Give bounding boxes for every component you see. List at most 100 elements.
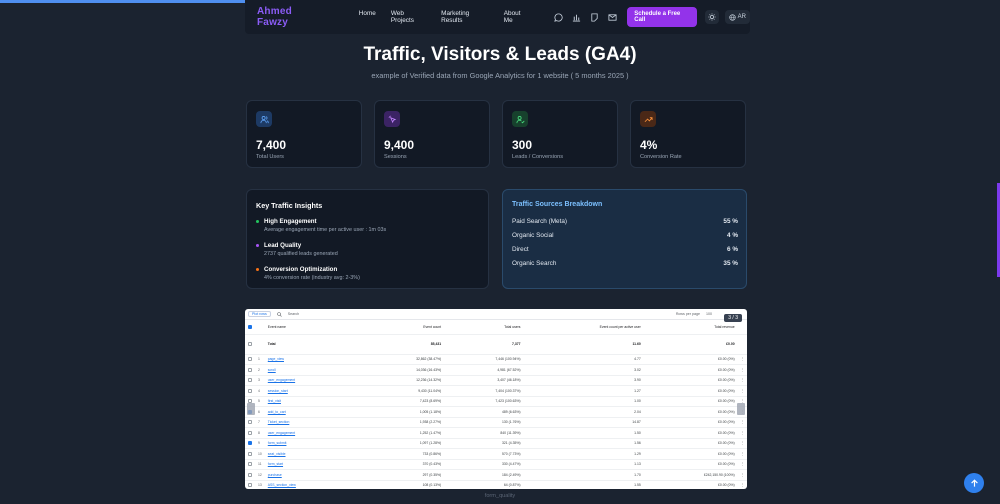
- source-name: Direct: [512, 246, 529, 253]
- stat-value: 7,400: [256, 138, 287, 152]
- source-row: Organic Social 4 %: [512, 232, 738, 239]
- column-header: Event count: [364, 320, 445, 335]
- stat-label: Conversion Rate: [640, 154, 682, 160]
- select-all-checkbox: [248, 324, 252, 329]
- search-placeholder: Search: [287, 312, 300, 316]
- nav-link-web-projects[interactable]: Web Projects: [390, 10, 414, 24]
- row-index: 9: [255, 438, 265, 449]
- source-name: Paid Search (Meta): [512, 218, 568, 225]
- total-value: 85,431: [364, 334, 445, 355]
- event-name-link: Ticket_section: [267, 420, 290, 425]
- source-row: Paid Search (Meta) 55 %: [512, 218, 738, 225]
- table-row: 9 form_submit 1,097 (1.28%) 321 (4.35%) 1.56…: [245, 438, 747, 449]
- gallery-next-button[interactable]: [737, 403, 745, 415]
- row-menu-icon: ⋮: [737, 375, 747, 386]
- cell-value: 1,252 (1.47%): [364, 427, 445, 439]
- cell-value: 3.90: [523, 375, 644, 386]
- table-row: 2 scroll 14,036 (16.43%) 4,981 (67.52%) 3.02…: [245, 364, 747, 376]
- insight-desc: Average engagement time per active user …: [264, 227, 387, 233]
- event-name-link: scroll: [267, 367, 276, 372]
- row-checkbox: [248, 441, 252, 446]
- table-row: 1 page_view 32,862 (38.47%) 7,446 (100.94%)…: [245, 354, 747, 365]
- row-index: 6: [255, 406, 265, 418]
- insight-title: Lead Quality: [264, 242, 302, 249]
- rows-per-page-value: 100: [706, 312, 712, 316]
- cell-value: 1,097 (1.28%): [364, 438, 445, 449]
- table-header-row: Event name Event count Total users Event…: [245, 320, 747, 335]
- page-title: Traffic, Visitors & Leads (GA4): [363, 44, 637, 65]
- table-total-row: Total 85,431 7,377 11.60 £0.00: [245, 334, 747, 355]
- cell-value: 9,430 (11.04%): [364, 385, 445, 397]
- chart-icon[interactable]: [571, 12, 581, 22]
- traffic-insights-panel: Key Traffic Insights High Engagement Ave…: [246, 189, 489, 289]
- cursor-click-icon: [384, 111, 400, 127]
- cell-value: £0.00 (0%): [643, 406, 738, 418]
- whatsapp-icon[interactable]: [553, 12, 563, 22]
- page-scrollbar[interactable]: [997, 183, 1000, 277]
- table-row: 11 form_start 370 (0.43%) 330 (4.47%) 1.13 £0…: [245, 459, 747, 470]
- cell-value: 1.55: [523, 480, 644, 489]
- cell-value: £0.00 (0%): [643, 438, 738, 449]
- row-index: 4: [255, 385, 265, 397]
- cell-value: 7,423 (100.63%): [444, 396, 524, 407]
- schedule-call-button[interactable]: Schedule a Free Call: [627, 7, 698, 27]
- total-value: £0.00: [643, 334, 738, 355]
- cell-value: 733 (0.86%): [364, 448, 445, 460]
- mail-icon[interactable]: [607, 12, 617, 22]
- cell-value: 32,862 (38.47%): [364, 354, 445, 365]
- cell-value: 64 (0.87%): [444, 480, 524, 489]
- nav-link-about-me[interactable]: About Me: [503, 10, 521, 24]
- cell-value: 12,236 (14.32%): [364, 375, 445, 386]
- row-index: 12: [255, 469, 265, 481]
- total-label: Total: [264, 334, 365, 355]
- table-row: 7 Ticket_section 1,938 (2.27%) 130 (1.76%) 1…: [245, 417, 747, 428]
- row-menu-icon: ⋮: [737, 354, 747, 365]
- gallery-prev-button[interactable]: [247, 403, 255, 415]
- column-header: Event name: [264, 320, 365, 335]
- cell-value: 1.56: [523, 438, 644, 449]
- cell-value: £0.00 (0%): [643, 354, 738, 365]
- row-menu-icon: ⋮: [737, 448, 747, 460]
- event-name-link: add_to_cart: [267, 409, 286, 414]
- cell-value: 14,036 (16.43%): [364, 364, 445, 376]
- page-progress-bar: [0, 0, 395, 3]
- source-name: Organic Search: [512, 260, 557, 267]
- language-toggle-button[interactable]: AR: [724, 10, 751, 24]
- nav-link-marketing-results[interactable]: Marketing Results: [441, 10, 470, 24]
- row-checkbox: [248, 378, 252, 383]
- scroll-to-top-button[interactable]: [964, 473, 984, 493]
- cell-value: 321 (4.35%): [444, 438, 524, 449]
- cell-value: 130 (1.76%): [444, 417, 524, 428]
- table-row: 4 session_start 9,430 (11.04%) 7,404 (100.3…: [245, 385, 747, 397]
- source-row: Direct 6 %: [512, 246, 738, 253]
- row-index: 1: [255, 354, 265, 365]
- row-index: 13: [255, 480, 265, 489]
- row-menu-icon: ⋮: [737, 480, 747, 489]
- event-name-link: purchase: [267, 472, 282, 477]
- bullet-dot: [256, 268, 259, 271]
- stat-value: 300: [512, 138, 533, 152]
- table-row: 8 user_engagement 1,252 (1.47%) 840 (11.39%…: [245, 427, 747, 439]
- row-index: 7: [255, 417, 265, 428]
- stat-card-leads: 300 Leads / Conversions: [502, 100, 618, 168]
- row-index: 10: [255, 448, 265, 460]
- cell-value: 7,423 (8.69%): [364, 396, 445, 407]
- row-index: 2: [255, 364, 265, 376]
- site-logo[interactable]: Ahmed Fawzy: [257, 6, 292, 28]
- theme-toggle-button[interactable]: [705, 10, 719, 24]
- cell-value: £0.00 (0%): [643, 396, 738, 407]
- event-name-link: ASS_section_view: [267, 483, 296, 488]
- source-percent: 4 %: [726, 232, 738, 239]
- nav-link-home[interactable]: Home: [358, 10, 376, 17]
- table-row: 6 add_to_cart 1,005 (1.18%) 489 (6.63%) 2.04…: [245, 406, 747, 418]
- source-row: Organic Search 35 %: [512, 260, 738, 267]
- cell-value: 7,446 (100.94%): [444, 354, 524, 365]
- stat-label: Total Users: [256, 154, 284, 160]
- users-icon: [256, 111, 272, 127]
- behance-icon[interactable]: [589, 12, 599, 22]
- table-row: 3 user_engagement 12,236 (14.32%) 3,407 (46…: [245, 375, 747, 386]
- row-index: 5: [255, 396, 265, 407]
- total-value: 11.60: [523, 334, 644, 355]
- column-header: Total revenue: [643, 320, 738, 335]
- cell-value: £0.00 (0%): [643, 375, 738, 386]
